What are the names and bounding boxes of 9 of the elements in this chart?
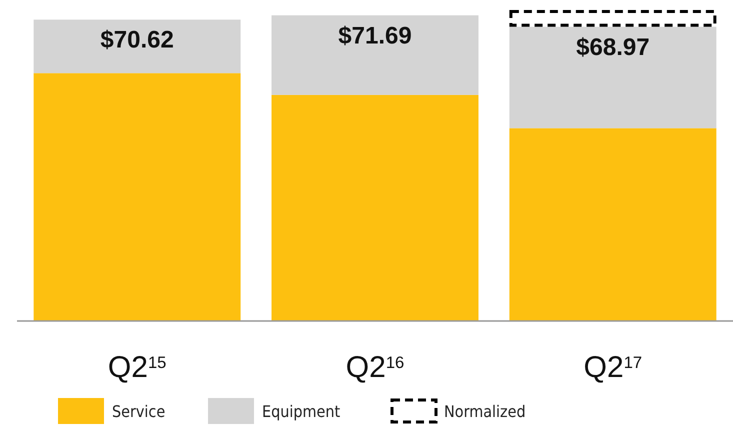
- legend-label: Equipment: [262, 402, 341, 421]
- x-tick-label: Q2$^{17}$: [584, 351, 642, 384]
- legend-label: Service: [112, 402, 166, 421]
- x-tick-label: Q2$^{15}$: [108, 351, 166, 384]
- annotation: $68.97: [576, 34, 650, 61]
- legend-label: Normalized: [444, 402, 526, 421]
- x-tick-label: Q2$^{16}$: [346, 351, 404, 384]
- annotation: $71.69: [338, 22, 412, 50]
- annotation: $70.62: [100, 26, 174, 54]
